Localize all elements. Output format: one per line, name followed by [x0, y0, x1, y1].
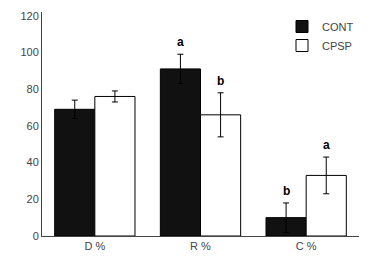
svg-text:CPSP: CPSP — [322, 40, 352, 52]
svg-text:b: b — [283, 184, 290, 198]
svg-text:20: 20 — [27, 193, 39, 205]
svg-text:b: b — [217, 74, 224, 88]
svg-text:40: 40 — [27, 156, 39, 168]
svg-text:C %: C % — [296, 240, 317, 252]
svg-text:R %: R % — [190, 240, 211, 252]
svg-text:100: 100 — [20, 46, 38, 58]
svg-text:80: 80 — [27, 83, 39, 95]
svg-text:CONT: CONT — [322, 21, 353, 33]
svg-text:a: a — [177, 35, 184, 49]
svg-text:0: 0 — [33, 230, 39, 242]
svg-text:D %: D % — [84, 240, 105, 252]
svg-text:a: a — [323, 138, 330, 152]
svg-text:120: 120 — [20, 10, 38, 22]
svg-text:60: 60 — [27, 120, 39, 132]
